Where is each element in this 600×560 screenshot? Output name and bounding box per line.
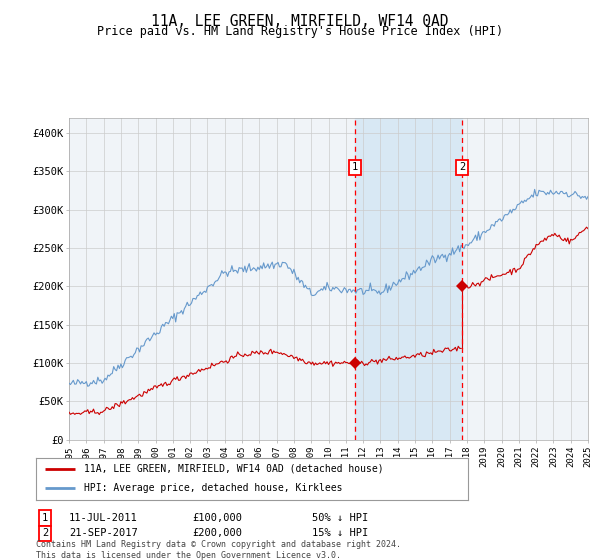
Text: £100,000: £100,000 bbox=[192, 513, 242, 523]
Text: 11-JUL-2011: 11-JUL-2011 bbox=[69, 513, 138, 523]
Text: Contains HM Land Registry data © Crown copyright and database right 2024.
This d: Contains HM Land Registry data © Crown c… bbox=[36, 540, 401, 559]
Text: 1: 1 bbox=[352, 162, 358, 172]
Text: £200,000: £200,000 bbox=[192, 528, 242, 538]
Text: 15% ↓ HPI: 15% ↓ HPI bbox=[312, 528, 368, 538]
Text: 11A, LEE GREEN, MIRFIELD, WF14 0AD: 11A, LEE GREEN, MIRFIELD, WF14 0AD bbox=[151, 14, 449, 29]
Text: 1: 1 bbox=[42, 513, 48, 523]
Text: 50% ↓ HPI: 50% ↓ HPI bbox=[312, 513, 368, 523]
Bar bbox=[355, 118, 462, 440]
Text: 21-SEP-2017: 21-SEP-2017 bbox=[69, 528, 138, 538]
Text: 2: 2 bbox=[42, 528, 48, 538]
Text: Price paid vs. HM Land Registry's House Price Index (HPI): Price paid vs. HM Land Registry's House … bbox=[97, 25, 503, 39]
Text: 11A, LEE GREEN, MIRFIELD, WF14 0AD (detached house): 11A, LEE GREEN, MIRFIELD, WF14 0AD (deta… bbox=[83, 464, 383, 474]
Text: HPI: Average price, detached house, Kirklees: HPI: Average price, detached house, Kirk… bbox=[83, 483, 342, 493]
Text: 2: 2 bbox=[459, 162, 465, 172]
